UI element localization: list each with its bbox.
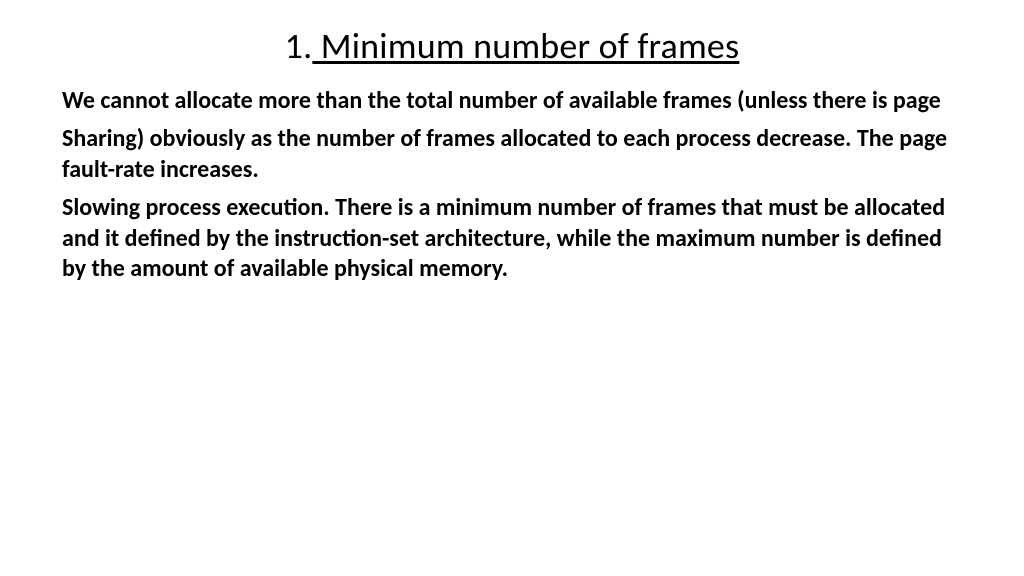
title-text: Minimum number of frames (312, 24, 739, 68)
slide-body: We cannot allocate more than the total n… (62, 86, 962, 285)
slide-container: 1. Minimum number of frames We cannot al… (0, 0, 1024, 576)
body-paragraph: Sharing) obviously as the number of fram… (62, 124, 962, 185)
body-paragraph: We cannot allocate more than the total n… (62, 86, 962, 116)
title-number: 1. (285, 24, 313, 68)
body-paragraph: Slowing process execution. There is a mi… (62, 193, 962, 284)
slide-title: 1. Minimum number of frames (62, 24, 962, 68)
